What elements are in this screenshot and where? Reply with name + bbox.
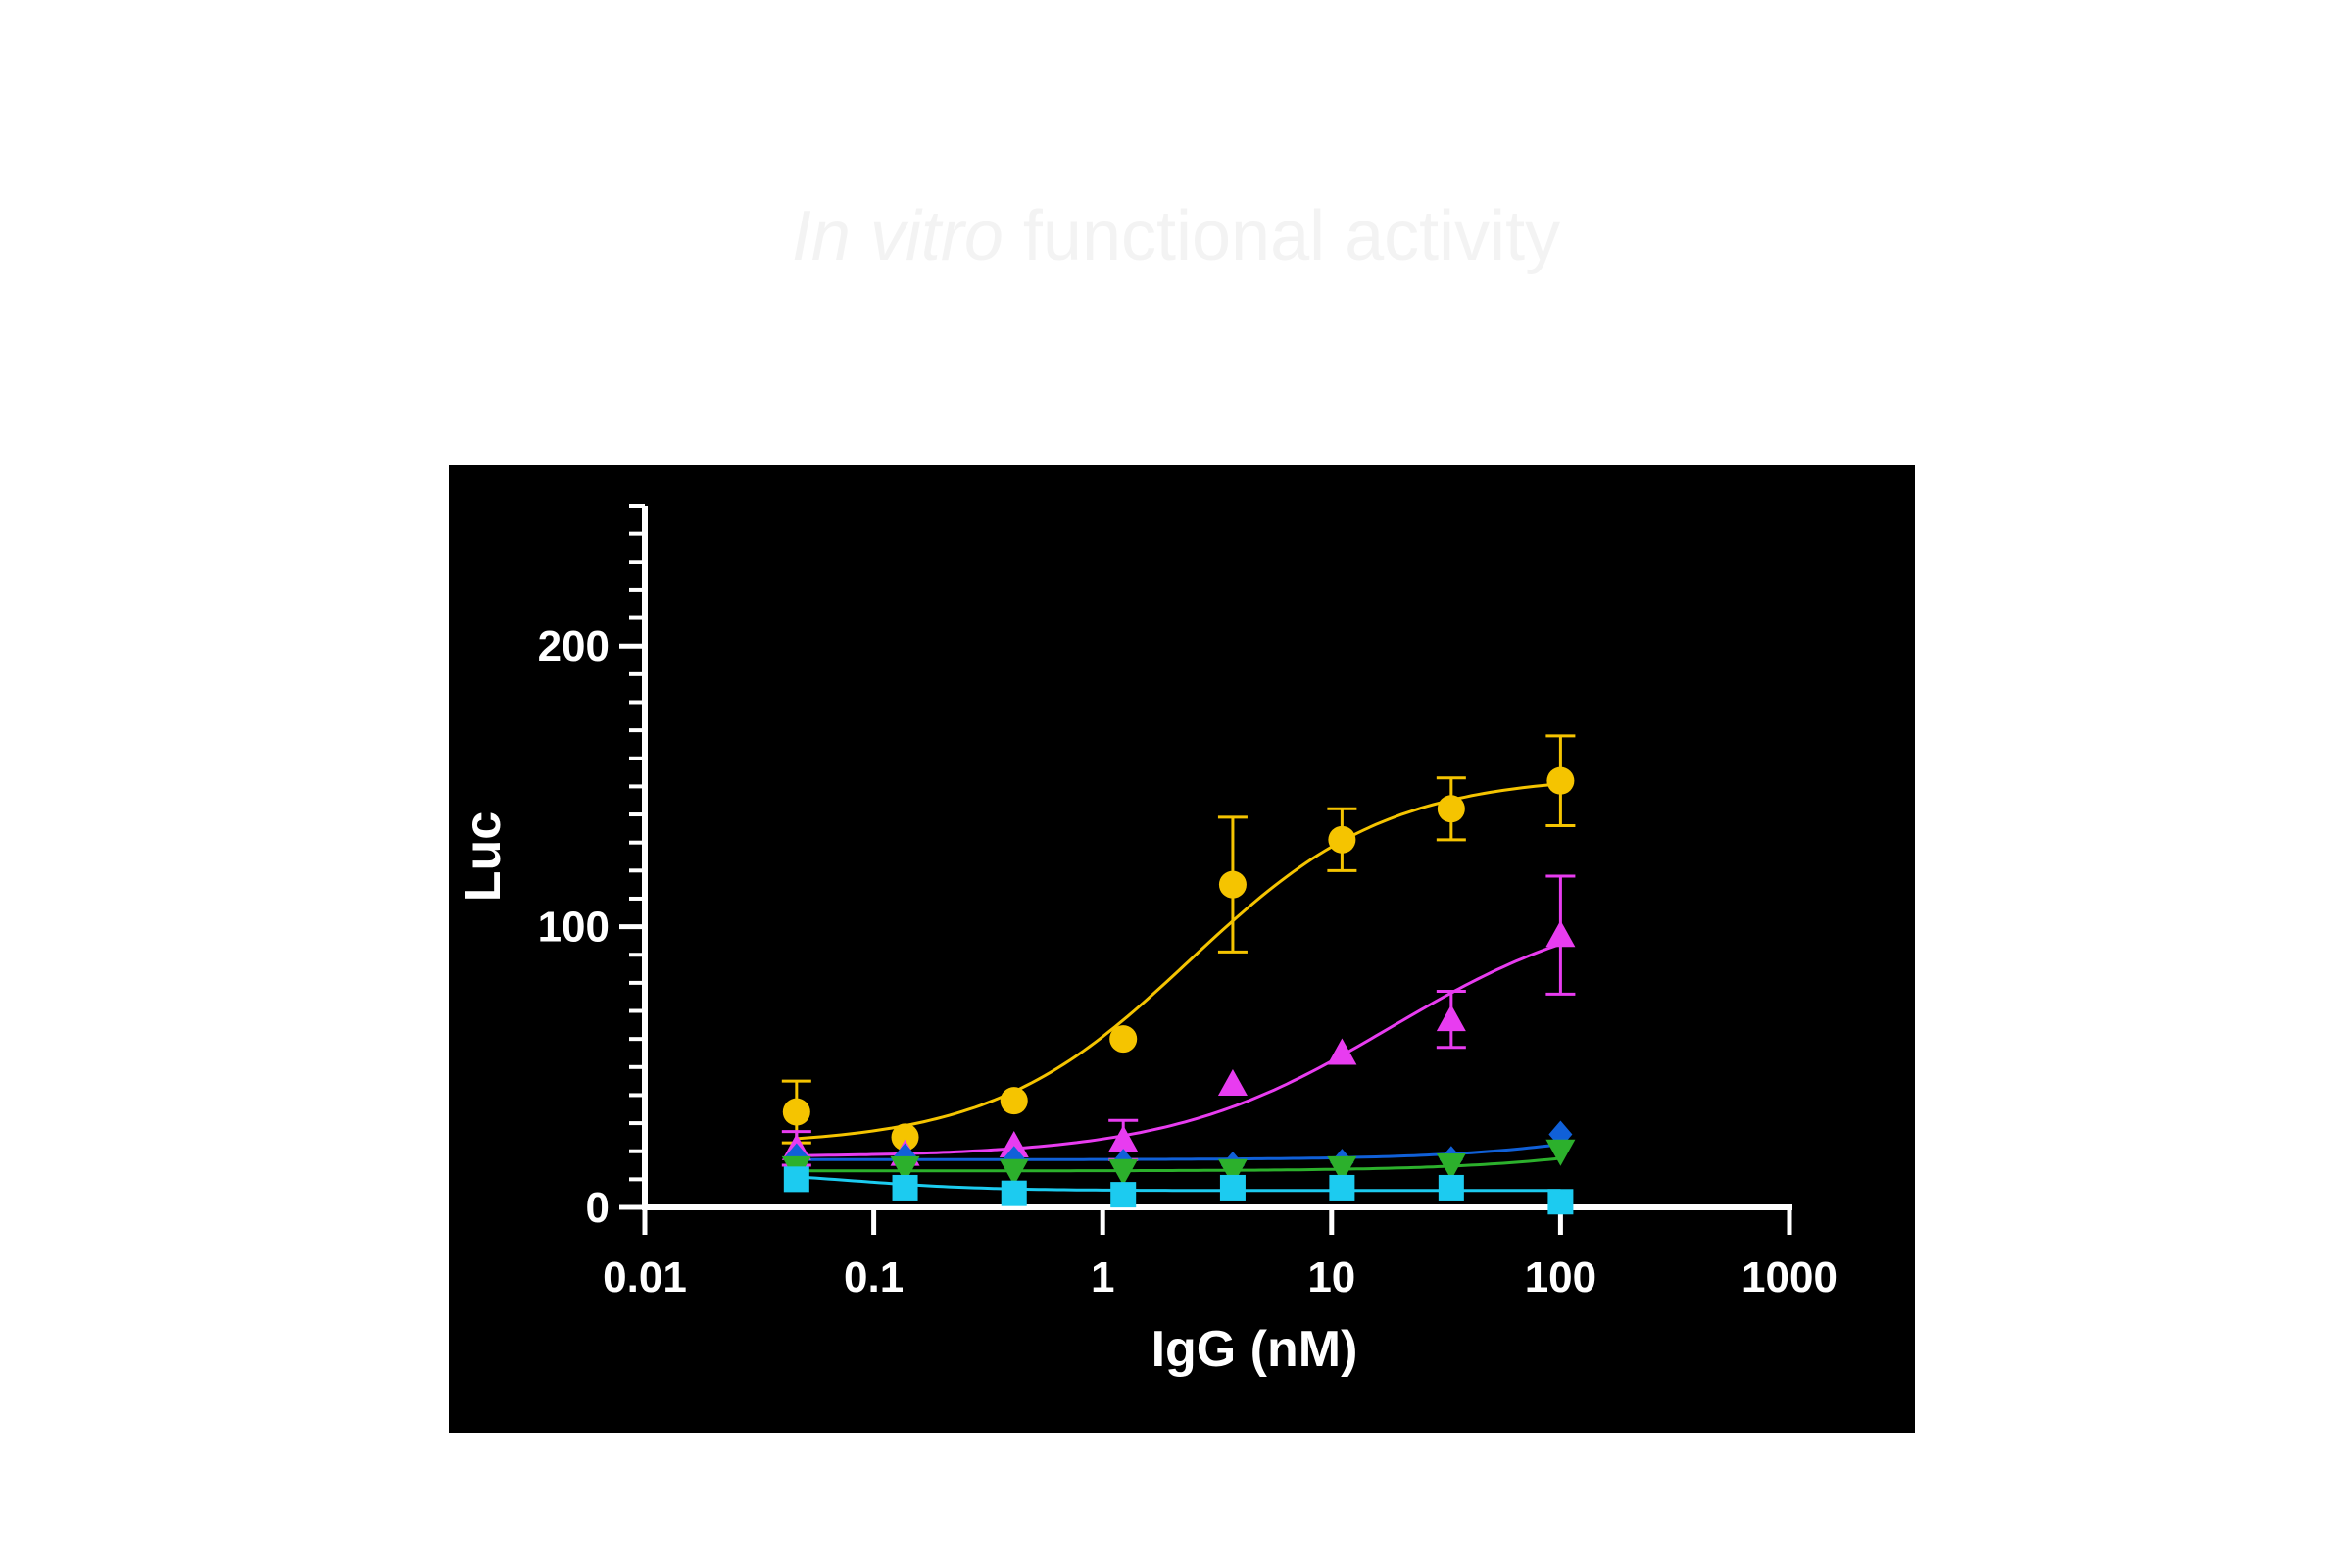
data-points xyxy=(781,734,1576,1215)
data-point-triangle-up xyxy=(1436,1004,1466,1032)
fit-curve xyxy=(796,1143,1561,1161)
x-axis-title: IgG (nM) xyxy=(1152,1321,1358,1378)
fit-curves xyxy=(796,782,1561,1193)
axis-labels: 0 100 200 0.01 0.1 1 10 100 1000 IgG (nM) Luc xyxy=(455,622,1838,1378)
y-tick-label: 0 xyxy=(586,1184,610,1232)
fit-curve xyxy=(796,1175,1561,1193)
data-point-square xyxy=(1001,1180,1027,1206)
y-tick-label: 100 xyxy=(538,904,610,952)
page-title-italic: In vitro xyxy=(791,197,1004,275)
data-point-triangle-up xyxy=(999,1130,1029,1157)
page-title: In vitro functional activity xyxy=(0,192,2352,280)
axes xyxy=(619,504,1792,1235)
data-point-triangle-up xyxy=(1545,920,1576,948)
y-axis-title: Luc xyxy=(455,811,512,902)
data-point-circle xyxy=(1328,825,1356,854)
dose-response-chart: 0 100 200 0.01 0.1 1 10 100 1000 IgG (nM) Luc xyxy=(455,504,1838,1378)
fit-curve xyxy=(796,782,1561,1141)
data-point-square xyxy=(1547,1189,1574,1215)
data-point-square xyxy=(892,1174,918,1200)
x-tick-label: 1 xyxy=(1091,1253,1114,1301)
data-point-circle xyxy=(1000,1087,1028,1115)
data-point-square xyxy=(1110,1182,1137,1208)
data-point-circle xyxy=(1546,766,1575,795)
data-point-triangle-down xyxy=(1217,1158,1248,1186)
fit-curve xyxy=(796,1156,1561,1173)
data-point-square xyxy=(1219,1174,1246,1200)
data-point-circle xyxy=(1218,870,1247,899)
data-point-triangle-up xyxy=(1217,1068,1248,1096)
data-point-circle xyxy=(1109,1025,1138,1054)
data-point-triangle-down xyxy=(1436,1153,1466,1181)
data-point-circle xyxy=(891,1123,919,1152)
data-point-triangle-down xyxy=(999,1158,1029,1186)
x-tick-label: 1000 xyxy=(1741,1253,1838,1301)
x-tick-label: 100 xyxy=(1525,1253,1596,1301)
data-point-triangle-up xyxy=(1108,1125,1139,1152)
x-tick-label: 0.1 xyxy=(844,1253,904,1301)
data-point-triangle-up xyxy=(1327,1038,1357,1065)
data-point-circle xyxy=(782,1098,810,1126)
page-title-rest: functional activity xyxy=(1003,197,1561,275)
data-point-triangle-down xyxy=(1545,1139,1576,1166)
data-point-triangle-down xyxy=(1327,1155,1357,1183)
x-tick-label: 0.01 xyxy=(603,1253,687,1301)
data-point-square xyxy=(783,1166,809,1193)
data-point-square xyxy=(1438,1174,1464,1200)
chart-panel: 0 100 200 0.01 0.1 1 10 100 1000 IgG (nM) Luc xyxy=(449,465,1915,1433)
data-point-triangle-down xyxy=(890,1155,920,1183)
x-tick-label: 10 xyxy=(1307,1253,1355,1301)
data-point-circle xyxy=(1437,795,1465,823)
y-tick-label: 200 xyxy=(538,622,610,670)
data-point-square xyxy=(1329,1174,1355,1200)
fit-curve xyxy=(796,942,1561,1157)
data-point-triangle-down xyxy=(1108,1158,1139,1186)
